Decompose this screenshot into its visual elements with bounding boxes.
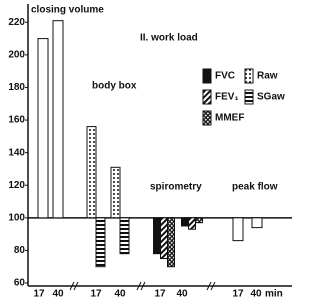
- group-label: peak flow: [232, 182, 278, 193]
- group-label: closing volume: [31, 5, 104, 16]
- bar: [167, 217, 175, 268]
- bar: [110, 166, 121, 219]
- x-tick-label: 40: [52, 289, 64, 300]
- x-tick-label: 17: [232, 289, 244, 300]
- bar: [195, 217, 203, 224]
- y-tick-label: 80: [14, 245, 26, 256]
- bar: [181, 217, 189, 227]
- bar: [153, 217, 161, 255]
- bar: [86, 126, 97, 219]
- legend-label: Raw: [257, 71, 278, 82]
- group-label: spirometry: [150, 182, 202, 193]
- bar: [188, 217, 196, 230]
- legend-label: FVC: [215, 71, 235, 82]
- legend-label: SGaw: [257, 92, 285, 103]
- legend-swatch: [202, 68, 212, 84]
- chart: II. work load 60 80 100 120 140 160 180 200 220 1…: [8, 4, 292, 300]
- x-tick-label: 40: [114, 289, 126, 300]
- x-tick-label: 17: [33, 289, 45, 300]
- bar: [52, 20, 64, 219]
- bar: [232, 217, 244, 242]
- bar: [251, 217, 263, 229]
- y-tick-label: 200: [8, 50, 25, 61]
- annotation: II. work load: [140, 33, 198, 44]
- y-tick-label: 140: [8, 147, 25, 158]
- bar: [119, 217, 130, 255]
- group-label: body box: [92, 81, 137, 92]
- legend-swatch: [202, 89, 212, 105]
- y-tick-label: 60: [14, 278, 26, 289]
- x-tick-label: 40: [176, 289, 188, 300]
- y-tick-label: 160: [8, 115, 25, 126]
- legend-label: MMEF: [215, 113, 244, 124]
- legend-label: FEV₁: [215, 92, 239, 103]
- legend-swatch: [202, 110, 212, 126]
- bar: [160, 217, 168, 260]
- x-tick-label: 17: [154, 289, 166, 300]
- y-tick-label: 120: [8, 180, 25, 191]
- y-tick-label: 220: [8, 17, 25, 28]
- y-tick-label: 180: [8, 82, 25, 93]
- x-tick-label: 17: [90, 289, 102, 300]
- x-tick-label: 40: [250, 289, 262, 300]
- y-tick-label: 100: [8, 212, 25, 223]
- axis-breaks: [69, 281, 216, 291]
- bar: [95, 217, 106, 268]
- legend-swatch: [244, 68, 254, 84]
- legend-swatch: [244, 89, 254, 105]
- x-unit: min: [265, 289, 283, 300]
- bar: [37, 38, 49, 219]
